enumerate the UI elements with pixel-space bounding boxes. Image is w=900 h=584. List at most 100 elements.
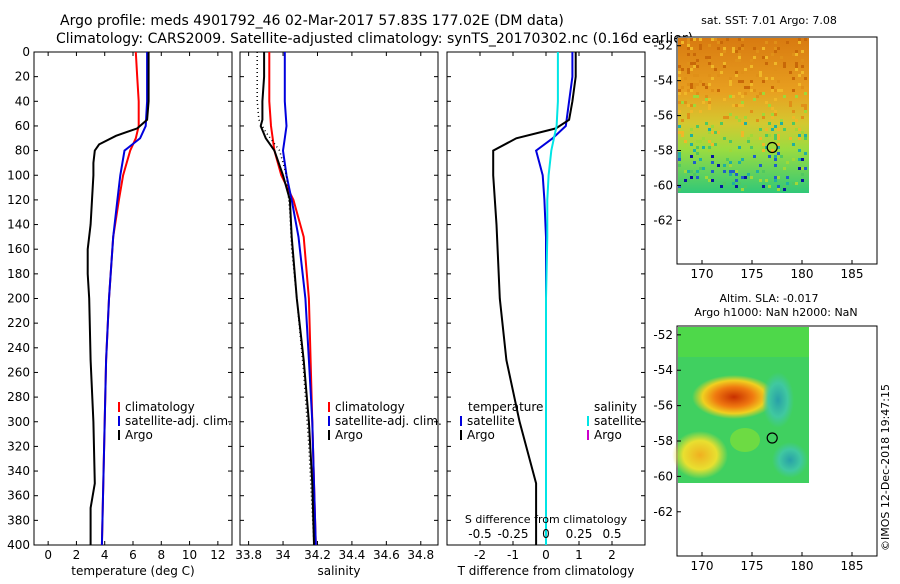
temperature-axes-box [33, 51, 233, 546]
sst-pixel [681, 134, 684, 137]
sst-pixel [753, 98, 756, 101]
sst-pixel [762, 170, 765, 173]
sst-pixel [696, 146, 699, 149]
sst-pixel [678, 188, 681, 191]
sst-pixel [801, 71, 804, 74]
sst-pixel [699, 80, 702, 83]
sst-pixel [768, 122, 771, 125]
sst-pixel [714, 131, 717, 134]
sst-pixel [774, 50, 777, 53]
sst-pixel [726, 116, 729, 119]
sst-pixel [693, 149, 696, 152]
sst-pixel [798, 38, 801, 41]
sst-pixel [795, 65, 798, 68]
xtick-label: 34.6 [373, 548, 400, 562]
ytick-label: 180 [7, 267, 30, 281]
sst-pixel [708, 140, 711, 143]
series-line-argo-dotted [256, 52, 315, 546]
sst-pixel [696, 83, 699, 86]
sst-pixel [750, 80, 753, 83]
sst-pixel [729, 80, 732, 83]
sst-pixel [708, 44, 711, 47]
xtick-label: -2 [474, 548, 486, 562]
sst-pixel [678, 77, 681, 80]
sst-pixel [687, 53, 690, 56]
sst-pixel [768, 134, 771, 137]
sst-pixel [687, 62, 690, 65]
sst-pixel [711, 179, 714, 182]
sst-pixel [747, 137, 750, 140]
xtick-label: 4 [101, 548, 109, 562]
ytick-label: 0 [22, 45, 30, 59]
xtick-label: 0 [542, 548, 550, 562]
sst-pixel [768, 155, 771, 158]
ytick-label: 380 [7, 513, 30, 527]
sst-pixel [738, 182, 741, 185]
sst-pixel [714, 143, 717, 146]
secondary-xtick-label: 0.25 [566, 527, 593, 541]
sst-pixel [774, 158, 777, 161]
sst-pixel [801, 86, 804, 89]
sst-pixel [693, 65, 696, 68]
sst-pixel [774, 98, 777, 101]
sst-pixel [723, 98, 726, 101]
sst-pixel [735, 59, 738, 62]
sst-pixel [687, 113, 690, 116]
sst-pixel [735, 50, 738, 53]
sst-pixel [756, 119, 759, 122]
xtick-label: 2 [73, 548, 81, 562]
sst-pixel [684, 140, 687, 143]
sst-pixel [735, 71, 738, 74]
sst-pixel [753, 89, 756, 92]
sst-pixel [738, 38, 741, 41]
sst-pixel [729, 113, 732, 116]
sst-pixel [777, 146, 780, 149]
series-line-salinity-satellite [545, 52, 559, 545]
map-ytick-label: -56 [653, 399, 673, 413]
sst-pixel [774, 89, 777, 92]
sst-pixel [783, 128, 786, 131]
sst-pixel [678, 68, 681, 71]
sst-pixel [681, 41, 684, 44]
sst-pixel [690, 62, 693, 65]
sst-pixel [768, 185, 771, 188]
sst-pixel [759, 92, 762, 95]
sst-pixel [744, 176, 747, 179]
sst-pixel [804, 134, 807, 137]
sst-pixel [723, 164, 726, 167]
sst-pixel [774, 176, 777, 179]
sst-pixel [765, 41, 768, 44]
sst-pixel [777, 128, 780, 131]
sst-pixel [789, 104, 792, 107]
sst-pixel [795, 119, 798, 122]
sst-pixel [744, 86, 747, 89]
sst-pixel [711, 38, 714, 41]
sst-pixel [795, 53, 798, 56]
sst-pixel [711, 170, 714, 173]
sst-pixel [795, 50, 798, 53]
sst-pixel [711, 65, 714, 68]
sst-pixel [687, 68, 690, 71]
sst-pixel [741, 104, 744, 107]
xtick-label: 1 [575, 548, 583, 562]
sst-pixel [696, 170, 699, 173]
sst-argo-location-marker [766, 141, 778, 154]
sst-pixel [678, 131, 681, 134]
sst-pixel [696, 95, 699, 98]
sst-pixel [684, 77, 687, 80]
map-xtick-label: 175 [741, 559, 764, 573]
xtick-label: 34 [275, 548, 290, 562]
sst-pixel [792, 53, 795, 56]
sst-pixel [717, 89, 720, 92]
xtick-label: 0 [44, 548, 52, 562]
map-ytick-label: -62 [653, 505, 673, 519]
sst-pixel [693, 95, 696, 98]
secondary-xtick-label: 0 [542, 527, 550, 541]
sst-pixel [699, 110, 702, 113]
sst-pixel [717, 164, 720, 167]
sst-pixel [777, 185, 780, 188]
legend-argo: Argo [125, 428, 153, 442]
sst-pixel [741, 101, 744, 104]
sst-pixel [711, 161, 714, 164]
sst-pixel [777, 155, 780, 158]
